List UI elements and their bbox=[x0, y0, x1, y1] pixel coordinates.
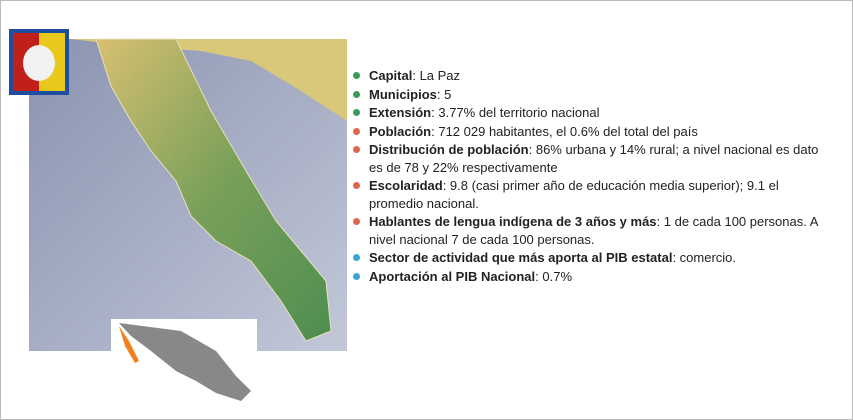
fact-label: Hablantes de lengua indígena de 3 años y… bbox=[369, 214, 657, 229]
fact-text: : comercio. bbox=[672, 250, 736, 265]
fact-item: Hablantes de lengua indígena de 3 años y… bbox=[353, 213, 823, 248]
shell bbox=[23, 45, 55, 81]
fact-item: Extensión: 3.77% del territorio nacional bbox=[353, 104, 823, 122]
fact-text: : La Paz bbox=[412, 68, 460, 83]
fact-label: Sector de actividad que más aporta al PI… bbox=[369, 250, 672, 265]
bullet bbox=[353, 182, 360, 189]
fact-label: Distribución de población bbox=[369, 142, 529, 157]
fact-label: Población bbox=[369, 124, 431, 139]
bullet bbox=[353, 72, 360, 79]
fact-item: Escolaridad: 9.8 (casi primer año de edu… bbox=[353, 177, 823, 212]
page: Capital: La PazMunicipios: 5Extensión: 3… bbox=[0, 0, 853, 420]
bullet bbox=[353, 91, 360, 98]
fact-item: Aportación al PIB Nacional: 0.7% bbox=[353, 268, 823, 286]
bullet bbox=[353, 254, 360, 261]
fact-label: Escolaridad bbox=[369, 178, 443, 193]
fact-text: : 3.77% del territorio nacional bbox=[431, 105, 599, 120]
bullet bbox=[353, 146, 360, 153]
fact-text: : 712 029 habitantes, el 0.6% del total … bbox=[431, 124, 698, 139]
fact-item: Capital: La Paz bbox=[353, 67, 823, 85]
fact-text: : 5 bbox=[437, 87, 451, 102]
fact-label: Municipios bbox=[369, 87, 437, 102]
fact-label: Extensión bbox=[369, 105, 431, 120]
fact-item: Distribución de población: 86% urbana y … bbox=[353, 141, 823, 176]
fact-item: Sector de actividad que más aporta al PI… bbox=[353, 249, 823, 267]
fact-text: : 0.7% bbox=[535, 269, 572, 284]
bullet bbox=[353, 273, 360, 280]
fact-label: Capital bbox=[369, 68, 412, 83]
fact-item: Municipios: 5 bbox=[353, 86, 823, 104]
bullet bbox=[353, 109, 360, 116]
fact-label: Aportación al PIB Nacional bbox=[369, 269, 535, 284]
bullet bbox=[353, 218, 360, 225]
fact-item: Población: 712 029 habitantes, el 0.6% d… bbox=[353, 123, 823, 141]
bullet bbox=[353, 128, 360, 135]
